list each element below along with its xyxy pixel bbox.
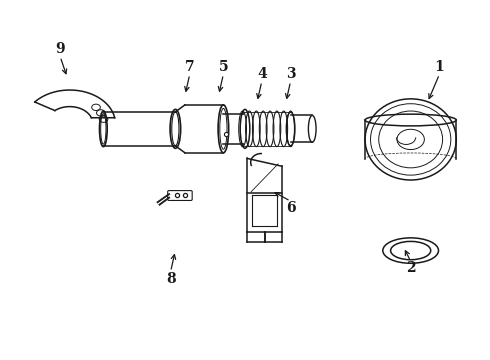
Text: 8: 8 <box>166 272 175 286</box>
Text: 5: 5 <box>219 60 228 74</box>
Text: 6: 6 <box>286 201 295 215</box>
Text: 9: 9 <box>55 42 65 57</box>
Text: 2: 2 <box>406 261 416 275</box>
Text: 7: 7 <box>185 60 195 74</box>
Text: 3: 3 <box>286 67 295 81</box>
Text: 4: 4 <box>257 67 267 81</box>
Text: 1: 1 <box>435 60 444 74</box>
